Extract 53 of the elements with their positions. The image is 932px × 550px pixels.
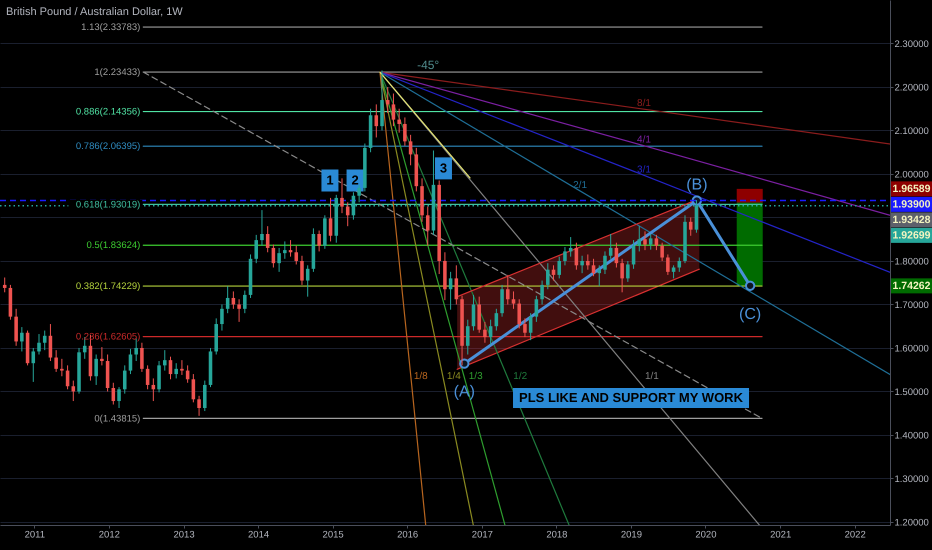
- ref-line-label: 1.93900: [892, 198, 931, 210]
- series-label: 1/2: [513, 371, 528, 382]
- y-tick-label: 1.30000: [894, 474, 929, 485]
- y-tick-label: 2.30000: [894, 38, 929, 50]
- series-label: 0.886(2.14356): [76, 106, 140, 118]
- series-label: 2/1: [573, 180, 588, 191]
- annotation: -45°: [417, 58, 440, 72]
- x-tick-label: 2020: [695, 530, 716, 540]
- y-tick-label: 1.60000: [894, 343, 929, 354]
- annotation: 2: [351, 172, 359, 188]
- x-tick-label: 2011: [24, 530, 46, 540]
- series-label: 3/1: [637, 164, 652, 176]
- x-tick-label: 2014: [248, 530, 270, 540]
- annotation: PLS LIKE AND SUPPORT MY WORK: [519, 390, 744, 405]
- x-tick-label: 2015: [322, 530, 344, 540]
- x-tick-label: 2019: [620, 530, 642, 540]
- x-tick-label: 2016: [397, 530, 418, 540]
- series-label: 0(1.43815): [94, 413, 140, 424]
- x-tick-label: 2022: [844, 530, 866, 540]
- series-label: 1/1: [644, 371, 660, 382]
- series-label: 0.786(2.06395): [76, 141, 140, 152]
- text: British Pound / Australian Dollar, 1W: [6, 6, 184, 18]
- y-tick-label: 1.70000: [894, 300, 929, 311]
- annotation: 3: [440, 160, 448, 176]
- series-label: 0.618(1.93019): [76, 199, 140, 210]
- x-tick-label: 2013: [173, 530, 195, 540]
- ref-line-label: 1.92699: [892, 229, 931, 242]
- y-tick-label: 1.50000: [894, 386, 929, 398]
- y-tick-label: 2.10000: [894, 126, 929, 137]
- series-label: 0.382(1.74229): [76, 281, 140, 292]
- y-tick-label: 1.20000: [894, 517, 929, 528]
- series-label: 1/8: [414, 371, 428, 382]
- series-label: 1/3: [468, 371, 484, 382]
- series-label: 1(2.23433): [94, 67, 140, 78]
- x-tick-label: 2021: [770, 530, 792, 540]
- x-tick-label: 2012: [98, 530, 120, 540]
- series-label: 4/1: [637, 134, 652, 146]
- text: 1.93428: [892, 214, 931, 226]
- text: 1.96589: [892, 182, 931, 195]
- series-label: 8/1: [637, 98, 652, 110]
- series-label: 1/4: [446, 371, 462, 382]
- y-tick-label: 2.00000: [894, 169, 929, 180]
- series-label: 1.13(2.33783): [81, 22, 140, 34]
- annotation: (C): [739, 306, 762, 323]
- x-tick-label: 2017: [472, 530, 493, 540]
- series-label: 0.5(1.83624): [86, 240, 140, 252]
- y-tick-label: 1.80000: [894, 256, 929, 268]
- x-tick-label: 2018: [546, 530, 568, 540]
- annotation: 1: [326, 172, 334, 188]
- text: 1.74262: [892, 280, 931, 292]
- annotation: (B): [686, 176, 708, 194]
- y-tick-label: 1.40000: [894, 430, 929, 442]
- y-tick-label: 2.20000: [894, 82, 929, 94]
